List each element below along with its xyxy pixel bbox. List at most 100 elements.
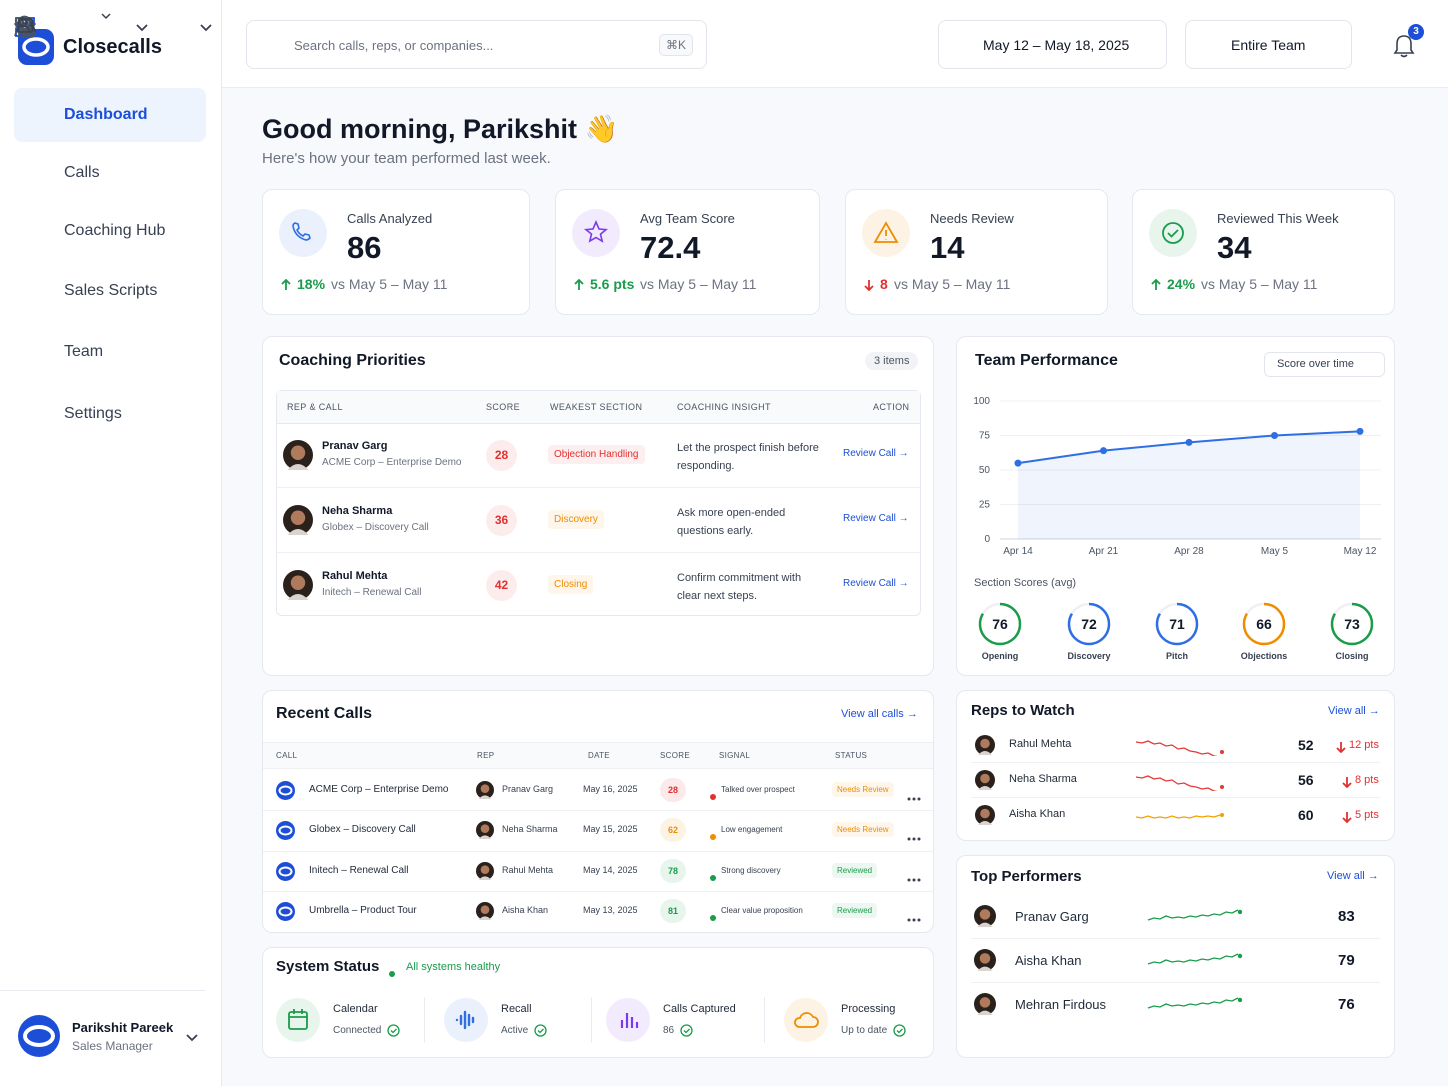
call-name: ACME Corp – Enterprise Demo (309, 784, 449, 795)
score-badge: 81 (660, 898, 686, 923)
row-menu[interactable] (907, 828, 921, 841)
review-call-link[interactable]: Review Call → (843, 513, 909, 524)
notification-count: 3 (1408, 24, 1424, 40)
view-all-link[interactable]: View all → (1328, 705, 1380, 717)
team-performance-card (956, 336, 1395, 676)
status-pill: Needs Review (832, 782, 894, 797)
system-status-card (262, 947, 934, 1058)
change-arrow (1336, 740, 1346, 754)
greeting-subtitle: Here's how your team performed last week… (262, 150, 551, 167)
row-menu[interactable] (907, 909, 921, 922)
section-score: 66 (1256, 616, 1272, 632)
view-all-calls-link[interactable]: View all calls → (841, 708, 918, 720)
x-tick-label: Apr 21 (1089, 546, 1119, 557)
column-header: WEAKEST SECTION (550, 402, 643, 412)
stat-compare: vs May 5 – May 11 (331, 276, 448, 292)
nav-label: Sales Scripts (64, 282, 158, 299)
call-icon (276, 781, 295, 800)
row-divider (971, 938, 1380, 939)
call-name: Umbrella – Product Tour (309, 904, 417, 916)
team-filter-button[interactable]: Entire Team (1185, 20, 1352, 69)
sparkline-glyph (1147, 953, 1243, 965)
stat-icon (862, 209, 910, 257)
row-divider (263, 890, 933, 892)
stat-label: Needs Review (930, 211, 1014, 226)
status-icon-glyph (784, 998, 828, 1042)
rep-score: 52 (1298, 737, 1314, 753)
row-divider (971, 982, 1380, 983)
score-ring (1155, 602, 1199, 646)
stat-card (845, 189, 1108, 315)
status-icon (444, 998, 488, 1042)
review-call-link[interactable]: Review Call → (843, 448, 909, 459)
sparkline (1134, 736, 1226, 758)
signal-dot (710, 787, 716, 800)
review-call-link[interactable]: Review Call → (843, 578, 909, 589)
nav-label: Team (64, 343, 104, 360)
status-value: Up to date (841, 1025, 888, 1036)
stat-value: 34 (1217, 230, 1252, 265)
search-box[interactable]: Search calls, reps, or companies... ⌘K (246, 20, 707, 69)
team-performance-title: Team Performance (975, 352, 1118, 369)
stat-value: 14 (930, 230, 965, 265)
section-scores-title: Section Scores (avg) (974, 577, 1077, 589)
score-badge: 42 (486, 570, 517, 601)
status-pill: Reviewed (832, 862, 878, 878)
stat-card (262, 189, 530, 315)
score-ring-glyph (1067, 602, 1111, 646)
avatar (975, 805, 995, 825)
nav-item[interactable]: Team (14, 325, 206, 379)
status-name: Calendar (333, 1003, 378, 1015)
change-arrow-glyph (1151, 278, 1161, 290)
score-badge: 36 (486, 505, 517, 536)
health-dot (389, 964, 395, 977)
nav-item[interactable]: Sales Scripts (14, 264, 206, 318)
score-ring-glyph (1330, 602, 1374, 646)
nav-item[interactable]: Dashboard (14, 88, 206, 142)
nav-item[interactable]: Settings (14, 387, 206, 441)
change-arrow (1342, 810, 1352, 824)
greeting-title: Good morning, Parikshit 👋 (262, 114, 619, 144)
section-score: 72 (1081, 616, 1097, 632)
user-menu-chevron[interactable] (186, 1030, 198, 1042)
recent-calls-header (263, 742, 933, 769)
search-shortcut: ⌘K (659, 34, 694, 56)
column-header: SCORE (486, 402, 521, 412)
performer-score: 79 (1338, 952, 1355, 969)
section-pill: Discovery (548, 510, 604, 529)
brand-name: Closecalls (63, 36, 162, 58)
row-menu[interactable] (907, 788, 921, 801)
row-menu[interactable] (907, 869, 921, 882)
status-icon (606, 998, 650, 1042)
view-all-link[interactable]: View all → (1327, 870, 1379, 882)
call-icon-glyph (276, 821, 295, 841)
nav-item[interactable]: Calls (14, 146, 206, 200)
notification-bell[interactable] (1393, 34, 1415, 58)
nav-label: Coaching Hub (64, 222, 166, 239)
chevron-glyph (136, 24, 148, 32)
avatar-glyph (974, 949, 996, 971)
x-tick-label: May 5 (1261, 546, 1289, 557)
status-check-glyph (387, 1024, 400, 1037)
stat-icon-glyph (279, 209, 327, 257)
coaching-insight: Let the prospect finish before respondin… (677, 442, 819, 472)
column-header: CALL (276, 751, 298, 760)
date-range-button[interactable]: May 12 – May 18, 2025 (938, 20, 1167, 69)
system-status-title: System Status (276, 958, 380, 975)
signal-dot (710, 827, 716, 841)
avatar-glyph (974, 905, 996, 927)
call-date: May 13, 2025 (583, 904, 638, 915)
score-selector[interactable]: Score over time (1264, 352, 1385, 377)
chevron (136, 20, 148, 32)
stat-icon (279, 209, 327, 257)
nav-item[interactable]: Coaching Hub (14, 204, 206, 258)
row-menu-glyph (907, 797, 921, 801)
call-name: ACME Corp – Enterprise Demo (322, 457, 462, 468)
rep-name: Aisha Khan (1009, 808, 1066, 820)
stat-icon-glyph (572, 209, 620, 257)
change-arrow-glyph (1336, 742, 1346, 754)
status-divider (424, 997, 425, 1043)
row-divider (277, 487, 920, 488)
stat-label: Calls Analyzed (347, 211, 433, 226)
